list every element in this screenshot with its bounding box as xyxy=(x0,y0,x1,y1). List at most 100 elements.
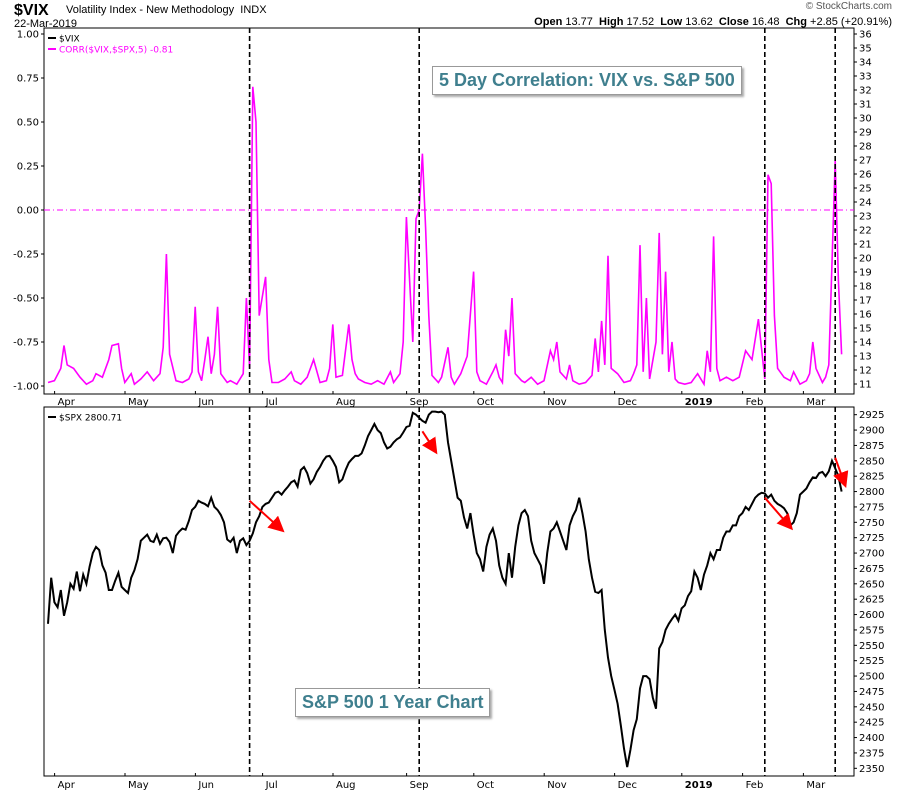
correlation-right-tick-label: 17 xyxy=(859,296,872,307)
correlation-month-label: Jun xyxy=(197,397,214,408)
correlation-vertical-markers xyxy=(248,28,837,394)
spx-right-tick-label: 2525 xyxy=(859,656,884,667)
correlation-left-tick-label: -0.50 xyxy=(13,294,39,305)
correlation-left-tick-label: -1.00 xyxy=(13,382,39,393)
correlation-right-tick-label: 24 xyxy=(859,198,872,209)
spx-right-tick-label: 2375 xyxy=(859,748,884,759)
spx-month-label: May xyxy=(128,780,149,791)
spx-right-tick-label: 2400 xyxy=(859,733,884,744)
correlation-right-tick-label: 29 xyxy=(859,128,872,139)
correlation-right-tick-label: 27 xyxy=(859,156,872,167)
spx-legend-label: $SPX 2800.71 xyxy=(59,414,122,424)
spx-right-tick-label: 2875 xyxy=(859,441,884,452)
correlation-month-label: Nov xyxy=(547,397,567,408)
correlation-left-tick-label: 1.00 xyxy=(17,30,39,41)
spx-right-tick-label: 2800 xyxy=(859,487,884,498)
chg-label: Chg xyxy=(785,16,807,28)
open-label: Open xyxy=(534,16,563,28)
correlation-right-tick-label: 20 xyxy=(859,254,872,265)
ohlc-readout: Open 13.77 High 17.52 Low 13.62 Close 16… xyxy=(534,16,892,28)
correlation-right-tick-label: 13 xyxy=(859,352,872,363)
spx-month-label: Jul xyxy=(265,780,278,791)
spx-right-tick-label: 2725 xyxy=(859,533,884,544)
symbol: $VIX xyxy=(14,2,49,19)
correlation-right-tick-label: 31 xyxy=(859,100,872,111)
correlation-month-label: Feb xyxy=(746,397,764,408)
correlation-right-tick-label: 14 xyxy=(859,338,872,349)
correlation-right-tick-label: 25 xyxy=(859,184,872,195)
correlation-left-tick-label: 0.75 xyxy=(17,74,39,85)
correlation-right-tick-label: 23 xyxy=(859,212,872,223)
correlation-month-label: Jul xyxy=(265,397,278,408)
spx-month-label: Aug xyxy=(336,780,356,791)
correlation-left-tick-label: -0.25 xyxy=(13,250,39,261)
spx-decline-arrow xyxy=(833,457,849,488)
spx-right-tick-label: 2575 xyxy=(859,625,884,636)
open-value: 13.77 xyxy=(565,16,593,28)
exchange: INDX xyxy=(240,4,267,16)
spx-month-label: Oct xyxy=(477,780,494,791)
spx-right-tick-label: 2675 xyxy=(859,564,884,575)
correlation-left-tick-label: -0.75 xyxy=(13,338,39,349)
spx-right-tick-label: 2900 xyxy=(859,426,884,437)
spx-right-tick-label: 2925 xyxy=(859,410,884,421)
brand: © StockCharts.com xyxy=(805,1,892,12)
correlation-month-label: Dec xyxy=(618,397,637,408)
correlation-right-tick-label: 22 xyxy=(859,226,872,237)
low-label: Low xyxy=(660,16,683,28)
correlation-right-tick-label: 11 xyxy=(859,380,872,391)
correlation-right-tick-label: 35 xyxy=(859,44,872,55)
spx-right-tick-label: 2750 xyxy=(859,518,884,529)
correlation-right-tick-label: 12 xyxy=(859,366,872,377)
spx-arrows xyxy=(248,430,849,533)
chg-value: +2.85 (+20.91%) xyxy=(810,16,892,28)
spx-legend: $SPX 2800.71 xyxy=(48,414,122,424)
spx-month-label: Dec xyxy=(618,780,637,791)
correlation-month-label: Sep xyxy=(410,397,429,408)
correlation-month-label: Mar xyxy=(806,397,826,408)
spx-decline-arrow xyxy=(248,500,285,533)
spx-right-tick-label: 2350 xyxy=(859,764,884,775)
correlation-right-tick-label: 33 xyxy=(859,72,872,83)
spx-right-tick-label: 2550 xyxy=(859,641,884,652)
correlation-legend-label: CORR($VIX,$SPX,5) -0.81 xyxy=(59,46,173,56)
spx-right-tick-label: 2600 xyxy=(859,610,884,621)
correlation-line xyxy=(47,86,843,387)
spx-decline-arrow xyxy=(764,497,794,531)
low-value: 13.62 xyxy=(685,16,713,28)
correlation-right-tick-label: 21 xyxy=(859,240,872,251)
correlation-month-label: Apr xyxy=(58,397,76,408)
spx-month-label: 2019 xyxy=(685,780,713,791)
spx-right-tick-label: 2700 xyxy=(859,549,884,560)
correlation-right-axis: 36 35 34 33 32 31 30 29 28 27 26 25 24 23 22 21 20 19 18 17… xyxy=(854,30,872,391)
spx-line xyxy=(47,410,843,768)
spx-right-tick-label: 2850 xyxy=(859,456,884,467)
spx-decline-arrow xyxy=(421,430,438,455)
spx-month-label: Apr xyxy=(58,780,76,791)
spx-right-tick-label: 2825 xyxy=(859,472,884,483)
correlation-left-axis: 1.00 0.75 0.50 0.25 0.00 -0.25 -0.50 -0.75 -1.00 xyxy=(13,30,44,393)
correlation-left-tick-label: 0.50 xyxy=(17,118,39,129)
spx-month-label: Nov xyxy=(547,780,567,791)
correlation-left-tick-label: 0.00 xyxy=(17,206,39,217)
close-value: 16.48 xyxy=(751,16,780,28)
correlation-month-label: Oct xyxy=(477,397,494,408)
description: Volatility Index - New Methodology xyxy=(66,4,235,16)
correlation-month-label: May xyxy=(128,397,149,408)
high-value: 17.52 xyxy=(626,16,655,28)
correlation-right-tick-label: 26 xyxy=(859,170,872,181)
spx-right-tick-label: 2475 xyxy=(859,687,884,698)
spx-month-label: Feb xyxy=(746,780,764,791)
correlation-x-axis: Apr May Jun Jul Aug Sep Oct Nov Dec 2019 Feb Mar xyxy=(54,391,826,408)
spx-month-label: Sep xyxy=(410,780,429,791)
high-label: High xyxy=(599,16,624,28)
correlation-month-label: 2019 xyxy=(685,397,713,408)
correlation-right-tick-label: 18 xyxy=(859,282,872,293)
correlation-left-tick-label: 0.25 xyxy=(17,162,39,173)
correlation-right-tick-label: 16 xyxy=(859,310,872,321)
header-date: 22-Mar-2019 xyxy=(14,18,77,30)
correlation-right-tick-label: 32 xyxy=(859,86,872,97)
correlation-annotation: 5 Day Correlation: VIX vs. S&P 500 xyxy=(432,66,742,95)
